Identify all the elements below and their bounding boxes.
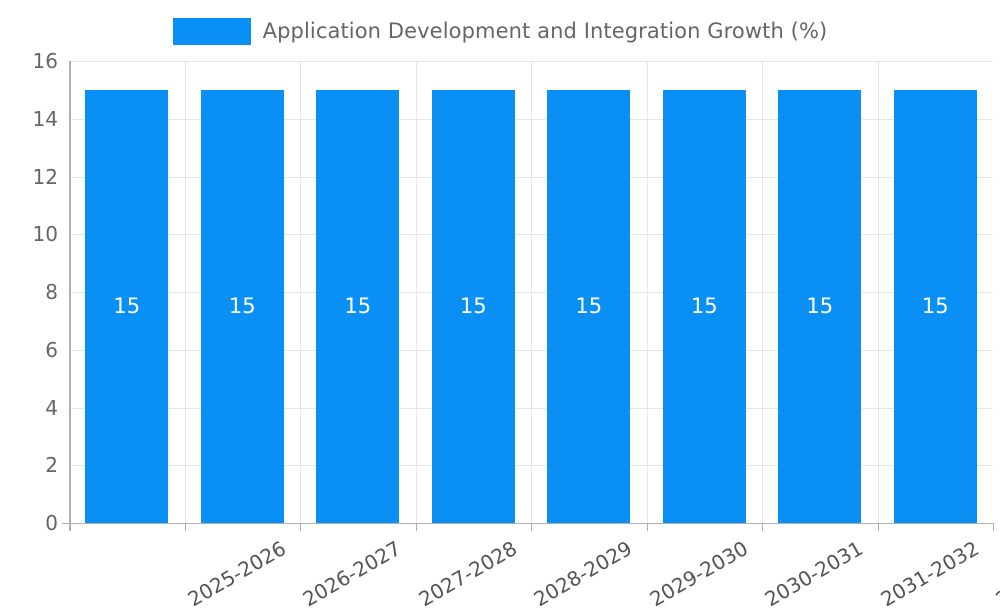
bar[interactable] bbox=[316, 89, 400, 523]
gridline-vertical bbox=[415, 61, 417, 523]
bar-value-label: 15 bbox=[921, 294, 949, 319]
y-axis-line bbox=[69, 61, 71, 531]
bar-value-label: 15 bbox=[575, 294, 603, 319]
x-axis-tick-mark bbox=[69, 523, 71, 531]
x-axis-tick-mark bbox=[531, 523, 533, 531]
y-axis-tick-label: 8 bbox=[45, 280, 58, 304]
y-axis-tick-label: 2 bbox=[45, 453, 58, 478]
x-axis-line bbox=[62, 522, 994, 525]
gridline-vertical bbox=[184, 61, 186, 523]
chart-legend: Application Development and Integration … bbox=[0, 14, 1000, 48]
bar-value-label: 15 bbox=[228, 294, 256, 319]
legend-swatch-icon bbox=[172, 17, 251, 45]
x-axis-tick-mark bbox=[993, 523, 995, 531]
bar-value-label: 15 bbox=[113, 294, 141, 319]
x-axis-tick-mark bbox=[762, 523, 764, 531]
bar-value-label: 15 bbox=[344, 294, 372, 319]
gridline-vertical bbox=[762, 61, 763, 523]
y-axis-tick-label: 16 bbox=[32, 49, 58, 73]
bar[interactable] bbox=[662, 89, 746, 523]
gridline-vertical bbox=[877, 61, 879, 523]
y-axis-tick-label: 14 bbox=[32, 106, 58, 131]
y-axis-tick-label: 6 bbox=[45, 337, 58, 362]
gridline-vertical bbox=[300, 61, 301, 523]
bar[interactable] bbox=[85, 89, 169, 523]
plot-area: 15 15 15 15 15 15 15 15 bbox=[69, 61, 993, 524]
bar-value-label: 15 bbox=[806, 294, 834, 319]
bar[interactable] bbox=[778, 89, 862, 523]
x-axis-tick-mark bbox=[300, 523, 302, 531]
x-axis-tick-mark bbox=[415, 523, 417, 531]
bar[interactable] bbox=[200, 89, 284, 523]
bar-value-label: 15 bbox=[459, 294, 487, 319]
gridline-vertical bbox=[531, 61, 532, 523]
y-axis-tick-label: 10 bbox=[32, 222, 58, 247]
bar-value-label: 15 bbox=[690, 294, 718, 319]
x-axis-tick-mark bbox=[184, 523, 186, 531]
bar[interactable] bbox=[547, 89, 631, 523]
y-axis-tick-label: 0 bbox=[45, 511, 58, 535]
bar[interactable] bbox=[431, 89, 515, 523]
bar-series: 15 15 15 15 15 15 15 15 bbox=[69, 61, 993, 523]
x-axis-tick-mark bbox=[646, 523, 648, 531]
y-axis-tick-labels: 0 2 4 6 8 10 12 14 16 bbox=[0, 0, 58, 600]
y-axis-tick-label: 12 bbox=[32, 164, 58, 189]
y-axis-tick-label: 4 bbox=[45, 395, 58, 420]
legend-label: Application Development and Integration … bbox=[262, 19, 828, 43]
x-axis-tick-mark bbox=[877, 523, 879, 531]
bar[interactable] bbox=[893, 89, 977, 523]
gridline-vertical bbox=[646, 61, 648, 523]
